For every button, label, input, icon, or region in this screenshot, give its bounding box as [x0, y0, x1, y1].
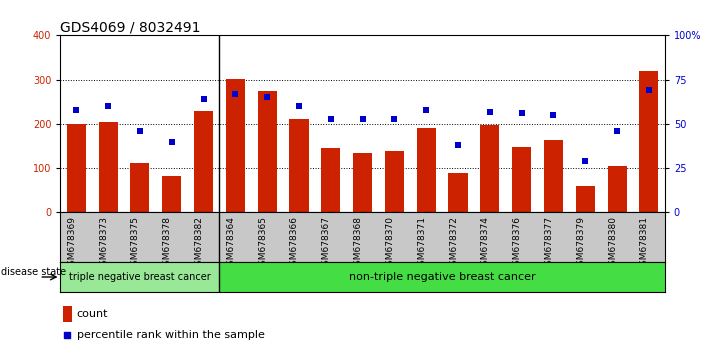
Text: GSM678371: GSM678371 [417, 216, 426, 272]
Point [484, 109, 496, 114]
Text: GSM678368: GSM678368 [353, 216, 363, 272]
Text: GSM678382: GSM678382 [195, 216, 203, 271]
Bar [67, 124, 86, 212]
Text: GSM678364: GSM678364 [226, 216, 235, 271]
Bar [639, 71, 658, 212]
Text: GSM678377: GSM678377 [545, 216, 553, 272]
Bar [544, 140, 563, 212]
Bar [353, 153, 372, 212]
Text: triple negative breast cancer: triple negative breast cancer [69, 272, 211, 282]
Point [70, 107, 82, 113]
Text: GSM678381: GSM678381 [640, 216, 649, 272]
Point [198, 96, 209, 102]
Bar [417, 128, 436, 212]
Point [62, 333, 73, 338]
Point [389, 116, 400, 121]
Bar [321, 148, 341, 212]
Bar [130, 163, 149, 212]
Point [230, 91, 241, 97]
Text: GSM678375: GSM678375 [131, 216, 140, 272]
Text: disease state: disease state [1, 268, 66, 278]
Text: GSM678370: GSM678370 [385, 216, 395, 272]
Text: GSM678378: GSM678378 [163, 216, 172, 272]
Text: GSM678367: GSM678367 [322, 216, 331, 272]
Bar [449, 172, 468, 212]
Bar [607, 166, 626, 212]
Text: GDS4069 / 8032491: GDS4069 / 8032491 [60, 20, 201, 34]
Text: GSM678372: GSM678372 [449, 216, 458, 271]
Text: GSM678366: GSM678366 [290, 216, 299, 272]
Bar [60, 262, 220, 292]
Bar [194, 110, 213, 212]
Text: GSM678380: GSM678380 [608, 216, 617, 272]
Point [579, 158, 591, 164]
Bar [99, 122, 118, 212]
Point [166, 139, 178, 144]
Bar [289, 120, 309, 212]
Text: GSM678373: GSM678373 [99, 216, 108, 272]
Point [452, 142, 464, 148]
Bar [576, 186, 595, 212]
Text: GSM678369: GSM678369 [68, 216, 76, 272]
Bar [226, 79, 245, 212]
Point [134, 128, 146, 134]
Point [547, 112, 559, 118]
Text: non-triple negative breast cancer: non-triple negative breast cancer [349, 272, 535, 282]
Bar [162, 176, 181, 212]
Point [516, 110, 528, 116]
Text: count: count [77, 309, 108, 319]
Bar [257, 91, 277, 212]
Text: GSM678374: GSM678374 [481, 216, 490, 271]
Bar [512, 147, 531, 212]
Text: GSM678365: GSM678365 [258, 216, 267, 272]
Point [262, 95, 273, 100]
Point [643, 87, 655, 93]
Point [325, 116, 336, 121]
Text: GSM678379: GSM678379 [576, 216, 585, 272]
Point [420, 107, 432, 113]
Bar [385, 152, 404, 212]
Point [102, 103, 114, 109]
Point [611, 128, 623, 134]
Bar [481, 125, 499, 212]
Text: percentile rank within the sample: percentile rank within the sample [77, 330, 264, 341]
Point [357, 116, 368, 121]
Bar [63, 306, 72, 321]
Text: GSM678376: GSM678376 [513, 216, 522, 272]
Point [294, 103, 305, 109]
